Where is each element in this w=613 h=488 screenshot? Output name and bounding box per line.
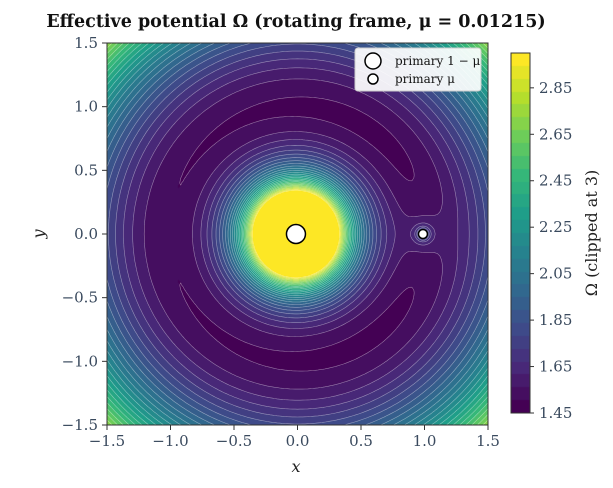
x-tick-label: 1.0 (413, 432, 437, 450)
contour-path (107, 43, 488, 425)
colorbar-tick-label: 2.85 (539, 79, 572, 97)
x-axis: −1.5 −1.0 −0.5 0.0 0.5 1.0 1.5 (89, 425, 500, 450)
legend-entry-primary-small: primary μ (395, 72, 455, 86)
legend-marker-small (367, 73, 379, 85)
y-tick-label: −0.5 (62, 289, 98, 307)
contour-lines (107, 43, 488, 425)
y-tick-label: −1.5 (62, 416, 98, 434)
legend-entry-primary-large: primary 1 − μ (395, 54, 480, 68)
x-tick-label: −1.0 (152, 432, 188, 450)
colorbar-tick-label: 2.65 (539, 125, 572, 143)
y-axis: −1.5 −1.0 −0.5 0.0 0.5 1.0 1.5 (62, 34, 107, 434)
chart-title: Effective potential Ω (rotating frame, μ… (46, 12, 545, 32)
colorbar-ticks: 1.45 1.65 1.85 2.05 2.25 2.45 2.65 2.85 (530, 79, 572, 422)
colorbar-tick-label: 2.05 (539, 265, 572, 283)
colorbar-frame (510, 52, 531, 414)
colorbar-tick-label: 2.45 (539, 172, 572, 190)
primary-small-marker (417, 228, 429, 240)
y-tick-label: 1.5 (74, 34, 98, 52)
colorbar-tick-label: 1.45 (539, 404, 572, 422)
colorbar-gradient (511, 53, 530, 413)
colorbar-tick-label: 2.25 (539, 218, 572, 236)
colorbar-tick-label: 1.85 (539, 311, 572, 329)
x-tick-label: 0.0 (286, 432, 310, 450)
y-axis-label: y (29, 229, 48, 240)
plot-area (106, 42, 489, 426)
colorbar-tick-label: 1.65 (539, 358, 572, 376)
colorbar: 1.45 1.65 1.85 2.05 2.25 2.45 2.65 2.85 Ω (clip… (510, 52, 601, 422)
colorbar-label: Ω (clipped at 3) (582, 170, 601, 297)
y-tick-label: 0.5 (74, 161, 98, 179)
legend: primary 1 − μ primary μ (354, 47, 482, 92)
x-tick-label: 0.5 (349, 432, 373, 450)
y-tick-label: 1.0 (74, 98, 98, 116)
y-tick-label: −1.0 (62, 352, 98, 370)
x-axis-label: x (291, 457, 300, 476)
legend-box (354, 47, 482, 92)
y-tick-label: 0.0 (74, 225, 98, 243)
x-tick-label: −0.5 (216, 432, 252, 450)
legend-marker-large (364, 52, 382, 70)
x-tick-label: 1.5 (476, 432, 500, 450)
x-tick-label: −1.5 (89, 432, 125, 450)
primary-large-marker (285, 223, 307, 245)
